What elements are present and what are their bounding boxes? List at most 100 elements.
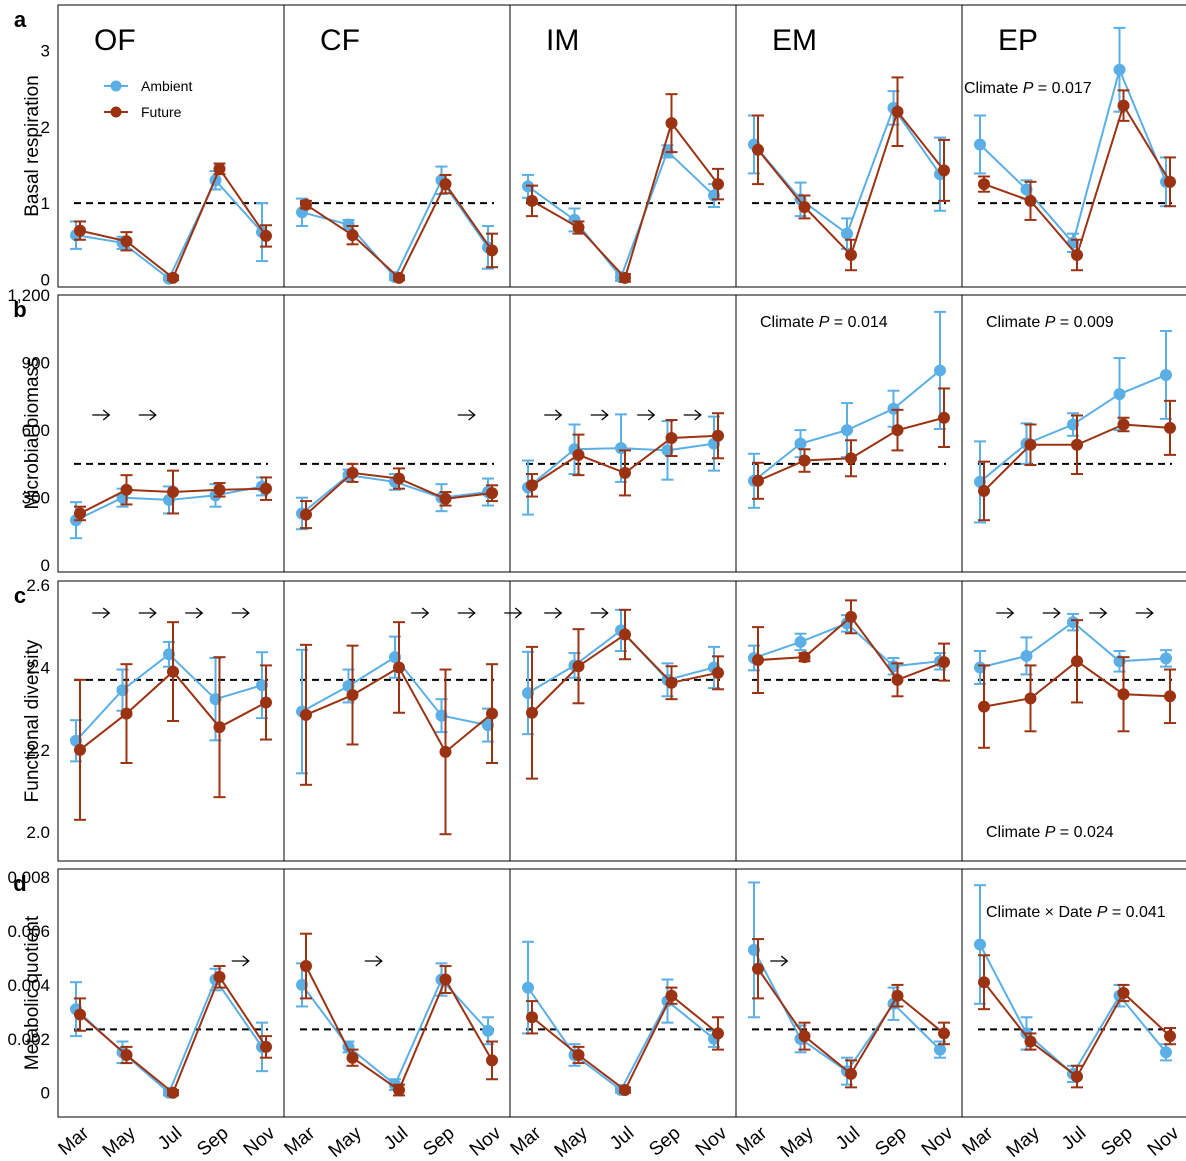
series-line [301, 178, 489, 279]
data-point [346, 1051, 359, 1064]
data-point [934, 1043, 946, 1056]
trend-arrow-icon [683, 409, 702, 421]
data-point [845, 452, 857, 465]
x-tick-label: Mar [281, 1122, 320, 1160]
panel-c-em [748, 599, 950, 698]
legend-item-future: Future [104, 104, 182, 120]
data-point [712, 666, 724, 679]
data-point [978, 484, 990, 497]
data-point [167, 486, 179, 499]
data-point [798, 1030, 811, 1043]
data-point [213, 721, 226, 734]
arrow-head [1006, 607, 1015, 619]
series-ambient [748, 90, 946, 250]
x-tick-label: May [1003, 1122, 1044, 1161]
panel-row-b: b Microbial biomass 0 300 600 900 1,200 Climate… [7, 286, 1186, 575]
data-point [74, 1008, 86, 1021]
data-point [1113, 655, 1126, 668]
y-axis-label-d: Metabolic quotient [22, 915, 43, 1070]
data-point [486, 707, 498, 720]
trend-arrow-icon [138, 409, 157, 421]
y-tick-label: 300 [22, 489, 50, 508]
arrow-head [514, 607, 523, 619]
series-future [300, 621, 498, 836]
trend-arrow-icon [770, 955, 789, 967]
data-point [74, 224, 86, 237]
arrow-head [149, 607, 157, 619]
series-future [978, 954, 1176, 1089]
series-ambient [522, 940, 720, 1097]
trend-arrow-icon [231, 955, 250, 967]
data-point [1117, 418, 1130, 431]
series-ambient [296, 962, 494, 1092]
trend-arrow-icon [1042, 607, 1061, 619]
x-tick-label: Mar [55, 1122, 94, 1160]
panel-frame-c-ep [961, 580, 1186, 862]
panel-b-em: Climate P = 0.014 [748, 310, 950, 509]
series-future [300, 932, 498, 1097]
x-tick-label: Jul [154, 1123, 186, 1155]
data-point [891, 105, 904, 118]
series-future [978, 399, 1176, 522]
data-point [393, 661, 405, 674]
x-tick-label: Mar [507, 1122, 546, 1160]
legend-swatch-point [110, 106, 122, 118]
data-point [116, 684, 129, 697]
data-point [978, 700, 990, 713]
trend-arrow-icon [1089, 607, 1108, 619]
series-line [753, 105, 941, 236]
data-point [1071, 1070, 1083, 1083]
data-point [1071, 248, 1083, 261]
data-point [346, 229, 359, 242]
data-point [845, 610, 857, 623]
series-future [752, 938, 950, 1089]
data-point [256, 679, 268, 692]
series-ambient [748, 614, 946, 676]
data-point [526, 706, 538, 719]
data-point [526, 194, 538, 207]
data-point [1160, 368, 1172, 381]
series-ambient [974, 26, 1172, 253]
data-point [938, 164, 950, 177]
arrow-head [102, 607, 111, 619]
arrow-head [242, 607, 250, 619]
series-line [979, 944, 1167, 1076]
panel-frame-b-of [57, 294, 285, 573]
significance-annotation: Climate P = 0.024 [986, 824, 1114, 841]
panel-a-im: IM [522, 24, 724, 284]
data-point [213, 162, 226, 175]
x-tick-label: Nov [692, 1122, 732, 1160]
data-point [120, 707, 133, 720]
y-tick-label: 0.002 [7, 1030, 50, 1049]
y-tick-label: 1,200 [7, 286, 50, 305]
series-line [305, 182, 493, 280]
data-point [439, 178, 452, 191]
x-tick-label: Nov [240, 1122, 280, 1160]
data-point [845, 248, 857, 261]
data-point [296, 978, 308, 991]
panel-a-em: EM [748, 24, 950, 272]
x-tick-label: Sep [193, 1123, 232, 1161]
arrow-head [647, 409, 656, 421]
y-tick-label: 1 [41, 194, 50, 213]
significance-annotation: Climate P = 0.017 [964, 80, 1092, 97]
data-point [526, 479, 538, 492]
data-point [435, 709, 448, 722]
series-ambient [522, 413, 720, 516]
series-ambient [70, 476, 268, 540]
trend-arrow-icon [590, 409, 609, 421]
data-point [1164, 690, 1176, 703]
x-tick-label: Sep [871, 1123, 910, 1161]
panel-a-ep: EP Climate P = 0.017 [964, 24, 1176, 272]
y-tick-label: 0.008 [7, 868, 50, 887]
data-point [708, 189, 720, 202]
series-line [531, 120, 719, 280]
series-line [79, 974, 267, 1095]
arrow-head [149, 409, 157, 421]
significance-annotation: Climate × Date P = 0.041 [986, 904, 1166, 921]
data-point [482, 719, 494, 732]
panel-b-cf [296, 409, 498, 531]
data-point [712, 178, 724, 191]
data-point [439, 973, 452, 986]
